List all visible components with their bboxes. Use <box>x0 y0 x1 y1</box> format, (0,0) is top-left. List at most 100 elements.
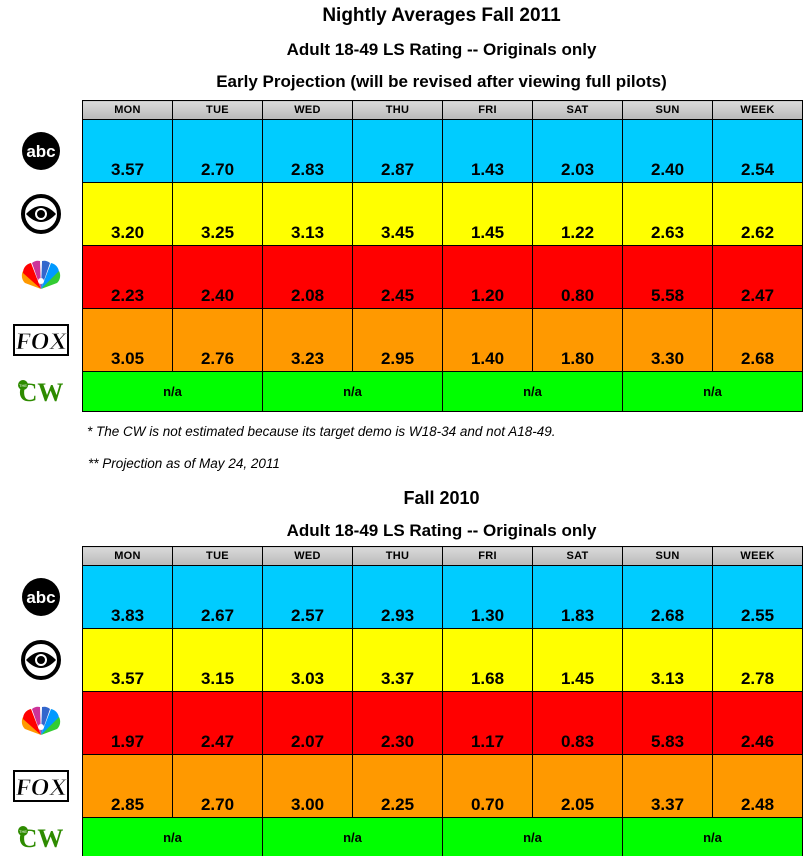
rating-cell: 1.45 <box>442 182 533 246</box>
rating-cell: 2.67 <box>172 565 263 629</box>
rating-cell: 3.05 <box>82 308 173 372</box>
column-header-mon: MON <box>82 100 173 120</box>
svg-text:FOX: FOX <box>14 775 69 801</box>
column-header-wed: WED <box>262 100 353 120</box>
section2-subtitle: Adult 18-49 LS Rating -- Originals only <box>286 521 597 540</box>
table-row-abc: 3.83 2.67 2.57 2.93 1.30 1.83 2.68 2.55 <box>82 565 803 629</box>
ratings-table-fall-2010: MON TUE WED THU FRI SAT SUN WEEK 3.83 2.67 2.57 2.9… <box>82 546 803 856</box>
cell-na: n/a <box>442 371 623 412</box>
rating-cell: 0.83 <box>532 691 623 755</box>
svg-text:THE: THE <box>19 383 27 388</box>
rating-cell: 3.30 <box>622 308 713 372</box>
rating-cell: 1.20 <box>442 245 533 309</box>
cell-na: n/a <box>262 817 443 856</box>
rating-cell: 2.62 <box>712 182 803 246</box>
cell-na: n/a <box>622 817 803 856</box>
rating-cell: 2.85 <box>82 754 173 818</box>
abc-logo-icon: abc <box>10 565 72 628</box>
column-header-thu: THU <box>352 546 443 566</box>
rating-cell: 1.83 <box>532 565 623 629</box>
rating-cell: 2.70 <box>172 119 263 183</box>
ratings-table-fall-2011: MON TUE WED THU FRI SAT SUN WEEK 3.57 2.70 2.83 2.8… <box>82 100 803 412</box>
table-row-cbs: 3.20 3.25 3.13 3.45 1.45 1.22 2.63 2.62 <box>82 182 803 246</box>
column-header-sun: SUN <box>622 100 713 120</box>
table-row-cw: n/a n/a n/a n/a <box>82 371 803 412</box>
rating-cell: 3.23 <box>262 308 353 372</box>
cell-na: n/a <box>82 371 263 412</box>
column-header-sat: SAT <box>532 546 623 566</box>
rating-cell: 2.40 <box>622 119 713 183</box>
cell-na: n/a <box>82 817 263 856</box>
table-row-cw: n/a n/a n/a n/a <box>82 817 803 856</box>
rating-cell: 2.46 <box>712 691 803 755</box>
column-header-wed: WED <box>262 546 353 566</box>
column-header-tue: TUE <box>172 546 263 566</box>
rating-cell: 1.80 <box>532 308 623 372</box>
section2-title: Fall 2010 <box>403 488 480 508</box>
rating-cell: 3.37 <box>622 754 713 818</box>
rating-cell: 2.55 <box>712 565 803 629</box>
table-row-fox: 3.05 2.76 3.23 2.95 1.40 1.80 3.30 2.68 <box>82 308 803 372</box>
cbs-eye-logo-icon <box>10 628 72 691</box>
rating-cell: 3.13 <box>622 628 713 692</box>
rating-cell: 2.57 <box>262 565 353 629</box>
column-header-sat: SAT <box>532 100 623 120</box>
rating-cell: 2.30 <box>352 691 443 755</box>
rating-cell: 2.03 <box>532 119 623 183</box>
column-header-week: WEEK <box>712 546 803 566</box>
column-header-sun: SUN <box>622 546 713 566</box>
svg-text:abc: abc <box>26 142 55 161</box>
rating-cell: 2.47 <box>712 245 803 309</box>
rating-cell: 3.00 <box>262 754 353 818</box>
rating-cell: 1.97 <box>82 691 173 755</box>
column-header-thu: THU <box>352 100 443 120</box>
column-header-week: WEEK <box>712 100 803 120</box>
rating-cell: 2.47 <box>172 691 263 755</box>
rating-cell: 5.83 <box>622 691 713 755</box>
rating-cell: 2.68 <box>712 308 803 372</box>
rating-cell: 1.68 <box>442 628 533 692</box>
table-row-fox: 2.85 2.70 3.00 2.25 0.70 2.05 3.37 2.48 <box>82 754 803 818</box>
rating-cell: 2.68 <box>622 565 713 629</box>
column-header-fri: FRI <box>442 546 533 566</box>
svg-text:FOX: FOX <box>14 329 69 355</box>
rating-cell: 3.15 <box>172 628 263 692</box>
rating-cell: 2.93 <box>352 565 443 629</box>
rating-cell: 2.78 <box>712 628 803 692</box>
cell-na: n/a <box>262 371 443 412</box>
rating-cell: 3.25 <box>172 182 263 246</box>
column-header-fri: FRI <box>442 100 533 120</box>
rating-cell: 3.45 <box>352 182 443 246</box>
rating-cell: 2.08 <box>262 245 353 309</box>
fox-logo-icon: FOX <box>10 308 72 371</box>
cell-na: n/a <box>442 817 623 856</box>
svg-text:abc: abc <box>26 588 55 607</box>
rating-cell: 2.23 <box>82 245 173 309</box>
rating-cell: 2.45 <box>352 245 443 309</box>
rating-cell: 1.30 <box>442 565 533 629</box>
cw-footnote: * The CW is not estimated because its ta… <box>87 424 556 439</box>
fox-logo-icon: FOX <box>10 754 72 817</box>
rating-cell: 2.05 <box>532 754 623 818</box>
rating-cell: 1.17 <box>442 691 533 755</box>
rating-cell: 2.07 <box>262 691 353 755</box>
page-title: Nightly Averages Fall 2011 <box>322 5 561 26</box>
rating-cell: 1.43 <box>442 119 533 183</box>
column-header-row: MON TUE WED THU FRI SAT SUN WEEK <box>82 546 803 566</box>
rating-cell: 2.25 <box>352 754 443 818</box>
rating-cell: 2.87 <box>352 119 443 183</box>
nbc-peacock-logo-icon <box>10 245 72 308</box>
cw-logo-icon: CW THE <box>10 371 72 411</box>
table-row-abc: 3.57 2.70 2.83 2.87 1.43 2.03 2.40 2.54 <box>82 119 803 183</box>
table-row-nbc: 1.97 2.47 2.07 2.30 1.17 0.83 5.83 2.46 <box>82 691 803 755</box>
cbs-eye-logo-icon <box>10 182 72 245</box>
rating-cell: 2.48 <box>712 754 803 818</box>
rating-cell: 0.80 <box>532 245 623 309</box>
rating-cell: 3.57 <box>82 628 173 692</box>
table-row-cbs: 3.57 3.15 3.03 3.37 1.68 1.45 3.13 2.78 <box>82 628 803 692</box>
rating-cell: 2.76 <box>172 308 263 372</box>
rating-cell: 3.83 <box>82 565 173 629</box>
nbc-peacock-logo-icon <box>10 691 72 754</box>
rating-cell: 1.22 <box>532 182 623 246</box>
rating-cell: 3.57 <box>82 119 173 183</box>
